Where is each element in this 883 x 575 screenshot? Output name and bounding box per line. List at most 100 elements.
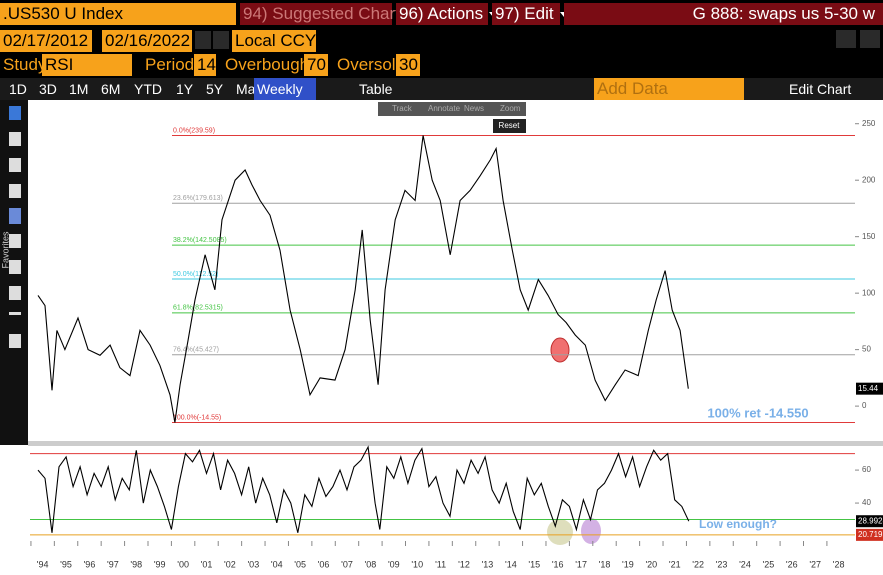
period-button[interactable]: 5Y — [206, 81, 224, 97]
undo-button[interactable] — [836, 30, 856, 48]
x-tick-label: '26 — [786, 559, 798, 569]
period-button[interactable]: 1D — [9, 81, 27, 97]
x-tick-label: '19 — [622, 559, 634, 569]
x-tick-label: '08 — [365, 559, 377, 569]
last-value-box — [856, 515, 883, 528]
x-tick-label: '27 — [809, 559, 821, 569]
reset-label: Reset — [499, 121, 521, 130]
x-tick-label: '03 — [247, 559, 259, 569]
prev-button[interactable] — [195, 31, 211, 49]
fib-label: 0.0%(239.59) — [173, 127, 215, 134]
x-tick-label: '94 — [37, 559, 49, 569]
level-value-box — [856, 528, 883, 541]
y-tick-label: 40 — [862, 498, 871, 507]
period-button[interactable]: 6M — [101, 81, 121, 97]
x-tick-label: '22 — [692, 559, 704, 569]
fib-label: 61.8%(82.5315) — [173, 305, 223, 312]
x-tick-label: '09 — [388, 559, 400, 569]
period-field[interactable]: 14 — [194, 54, 216, 76]
sidebar-icons — [9, 106, 21, 348]
fib-label: 76.4%(45.427) — [173, 347, 219, 354]
x-tick-label: '20 — [645, 559, 657, 569]
annotation: 100% ret -14.550 — [707, 405, 808, 420]
x-tick-label: '13 — [482, 559, 494, 569]
x-tick-label: '95 — [60, 559, 72, 569]
add-data-field[interactable]: Add Data — [594, 78, 744, 100]
x-tick-label: '25 — [763, 559, 775, 569]
last-value-label: 15.44 — [858, 384, 879, 393]
chart-tool: Annotate — [428, 104, 461, 113]
fib-label: 100.0%(-14.55) — [173, 414, 221, 421]
data-line — [37, 135, 689, 423]
oversold-field[interactable]: 30 — [396, 54, 420, 76]
overbought-field[interactable]: 70 — [304, 54, 328, 76]
y-tick-label: 100 — [862, 288, 876, 297]
x-tick-label: '07 — [341, 559, 353, 569]
x-tick-label: '23 — [716, 559, 728, 569]
y-tick-label: 150 — [862, 232, 876, 241]
reset-button[interactable] — [493, 119, 526, 133]
study-label: Study — [3, 55, 47, 74]
chart-tool: Track — [392, 104, 413, 113]
period-button[interactable]: 1M — [69, 81, 89, 97]
next-button[interactable] — [213, 31, 229, 49]
y-tick-label: 50 — [862, 345, 871, 354]
icon — [9, 234, 21, 248]
x-tick-label: '97 — [107, 559, 119, 569]
x-tick-label: '99 — [154, 559, 166, 569]
currency-field[interactable]: Local CCY — [232, 30, 316, 52]
x-tick-label: '06 — [318, 559, 330, 569]
chart-area: Favorites Reset 100% ret -14.550 Low eno… — [0, 100, 883, 575]
function-title: G 888: swaps us 5-30 w — [564, 3, 883, 25]
x-tick-label: '96 — [84, 559, 96, 569]
redo-button[interactable] — [860, 30, 880, 48]
security-field[interactable]: .US530 U Index — [0, 3, 236, 25]
study-field[interactable]: RSI — [42, 54, 132, 76]
fib-label: 50.0%(112.52) — [173, 271, 218, 278]
x-tick-label: '11 — [435, 559, 446, 569]
y-tick-label: 0 — [862, 401, 867, 410]
highlight-circle — [550, 337, 570, 363]
actions-menu[interactable]: 96) Actions — [396, 3, 488, 25]
table-button[interactable]: Table — [359, 81, 393, 97]
x-tick-label: '02 — [224, 559, 236, 569]
chart-background — [0, 100, 883, 575]
icon — [9, 158, 21, 172]
last-value-label: 28.9928 — [858, 516, 883, 525]
start-date[interactable]: 02/17/2012 — [0, 30, 92, 52]
frequency-menu[interactable]: Weekly — [254, 78, 316, 100]
x-tick-label: '98 — [130, 559, 142, 569]
highlight-circle — [581, 518, 601, 544]
period-label: Period — [145, 55, 195, 74]
icon — [9, 106, 21, 120]
highlight-circle — [547, 519, 573, 545]
icon — [9, 286, 21, 300]
edit-menu[interactable]: 97) Edit — [492, 3, 560, 25]
toolbar: 1D 3D 1M 6M YTD 1Y 5Y Max — [0, 78, 883, 100]
y-tick-label: 60 — [862, 465, 871, 474]
x-tick-label: '16 — [552, 559, 564, 569]
icon — [9, 334, 21, 348]
fib-label: 23.6%(179.613) — [173, 195, 223, 202]
x-tick-label: '17 — [575, 559, 587, 569]
period-button[interactable]: YTD — [134, 81, 162, 97]
sidebar-label: Favorites — [0, 231, 10, 269]
icon — [9, 208, 21, 224]
frequency-text: Weekly — [257, 81, 303, 97]
end-date[interactable]: 02/16/2022 — [102, 30, 192, 52]
x-tick-label: '01 — [201, 559, 213, 569]
edit-chart-button[interactable]: Edit Chart — [789, 81, 852, 97]
chart-tool: Zoom — [500, 104, 521, 113]
x-tick-label: '21 — [669, 559, 681, 569]
x-tick-label: '18 — [599, 559, 611, 569]
level-value-label: 20.7195 — [858, 530, 883, 539]
period-button[interactable]: 3D — [39, 81, 57, 97]
x-tick-label: '24 — [739, 559, 751, 569]
add-data-text: Add Data — [597, 79, 668, 98]
x-tick-label: '10 — [411, 559, 423, 569]
y-tick-label: 250 — [862, 119, 876, 128]
chart-tool: News — [464, 104, 484, 113]
suggested-charts[interactable]: 94) Suggested Charts — [240, 3, 408, 25]
period-button[interactable]: 1Y — [176, 81, 194, 97]
